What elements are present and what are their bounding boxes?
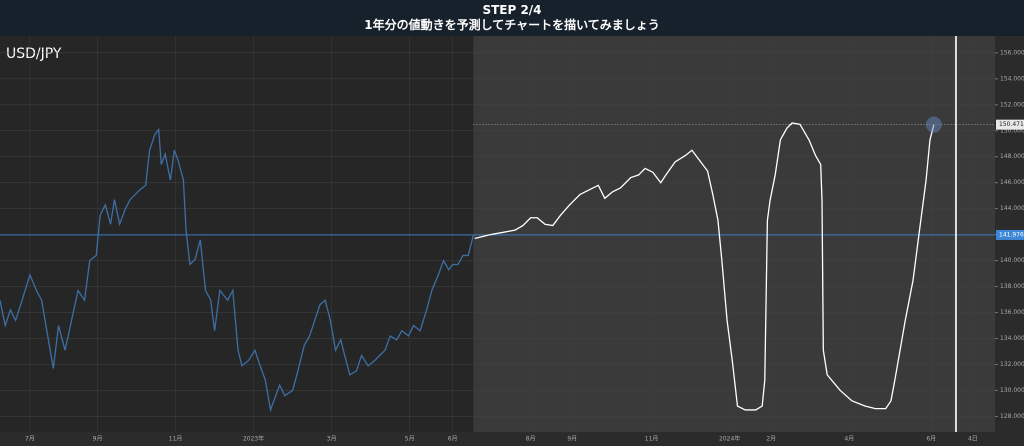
y-tick-label: 154.000 xyxy=(1000,75,1024,82)
x-tick-label: 8月 xyxy=(526,436,536,443)
x-tick-label: 11月 xyxy=(645,436,659,443)
target-price-label: 150.471 xyxy=(999,121,1024,128)
y-tick-label: 146.000 xyxy=(1000,179,1024,186)
y-tick-label: 150.000 xyxy=(1000,127,1024,134)
y-tick-label: 132.000 xyxy=(1000,361,1024,368)
y-tick-label: 128.000 xyxy=(1000,413,1024,420)
x-tick-label: 9月 xyxy=(567,436,577,443)
y-axis-bg xyxy=(995,36,1024,446)
y-tick-label: 156.000 xyxy=(1000,49,1024,56)
x-axis-bg xyxy=(0,432,995,446)
x-tick-label: 7月 xyxy=(25,436,35,443)
x-tick-label: 2023年 xyxy=(243,435,264,443)
x-tick-label: 5月 xyxy=(405,436,415,443)
x-tick-label: 3月 xyxy=(327,436,337,443)
y-tick-label: 136.000 xyxy=(1000,309,1024,316)
series-line xyxy=(474,122,935,411)
x-tick-label: 4日 xyxy=(968,436,978,443)
header: STEP 2/4 1年分の値動きを予測してチャートを描いてみましょう xyxy=(0,0,1024,36)
x-tick-label: 2024年 xyxy=(719,435,740,443)
y-tick-label: 130.000 xyxy=(1000,387,1024,394)
y-tick-label: 144.000 xyxy=(1000,205,1024,212)
x-tick-label: 2月 xyxy=(766,436,776,443)
step: STEP 2/4 xyxy=(482,3,542,17)
x-tick-label: 6月 xyxy=(926,436,936,443)
series-line xyxy=(0,127,475,413)
x-tick-label: 4月 xyxy=(844,436,854,443)
target-price-box xyxy=(996,119,1024,130)
y-tick-label: 152.000 xyxy=(1000,101,1024,108)
instruction: 1年分の値動きを予測してチャートを描いてみましょう xyxy=(364,18,660,32)
x-tick-label: 9月 xyxy=(93,436,103,443)
forecast-bg xyxy=(473,36,996,432)
y-tick-label: 138.000 xyxy=(1000,283,1024,290)
chart-title: USD/JPY xyxy=(6,46,62,62)
x-tick-label: 6月 xyxy=(448,436,458,443)
current-price-box xyxy=(996,229,1024,240)
y-tick-label: 140.000 xyxy=(1000,257,1024,264)
current-price-label: 141.976 xyxy=(999,231,1024,238)
x-tick-label: 11月 xyxy=(169,436,183,443)
y-tick-label: 148.000 xyxy=(1000,153,1024,160)
y-tick-label: 134.000 xyxy=(1000,335,1024,342)
cursor xyxy=(925,116,942,133)
